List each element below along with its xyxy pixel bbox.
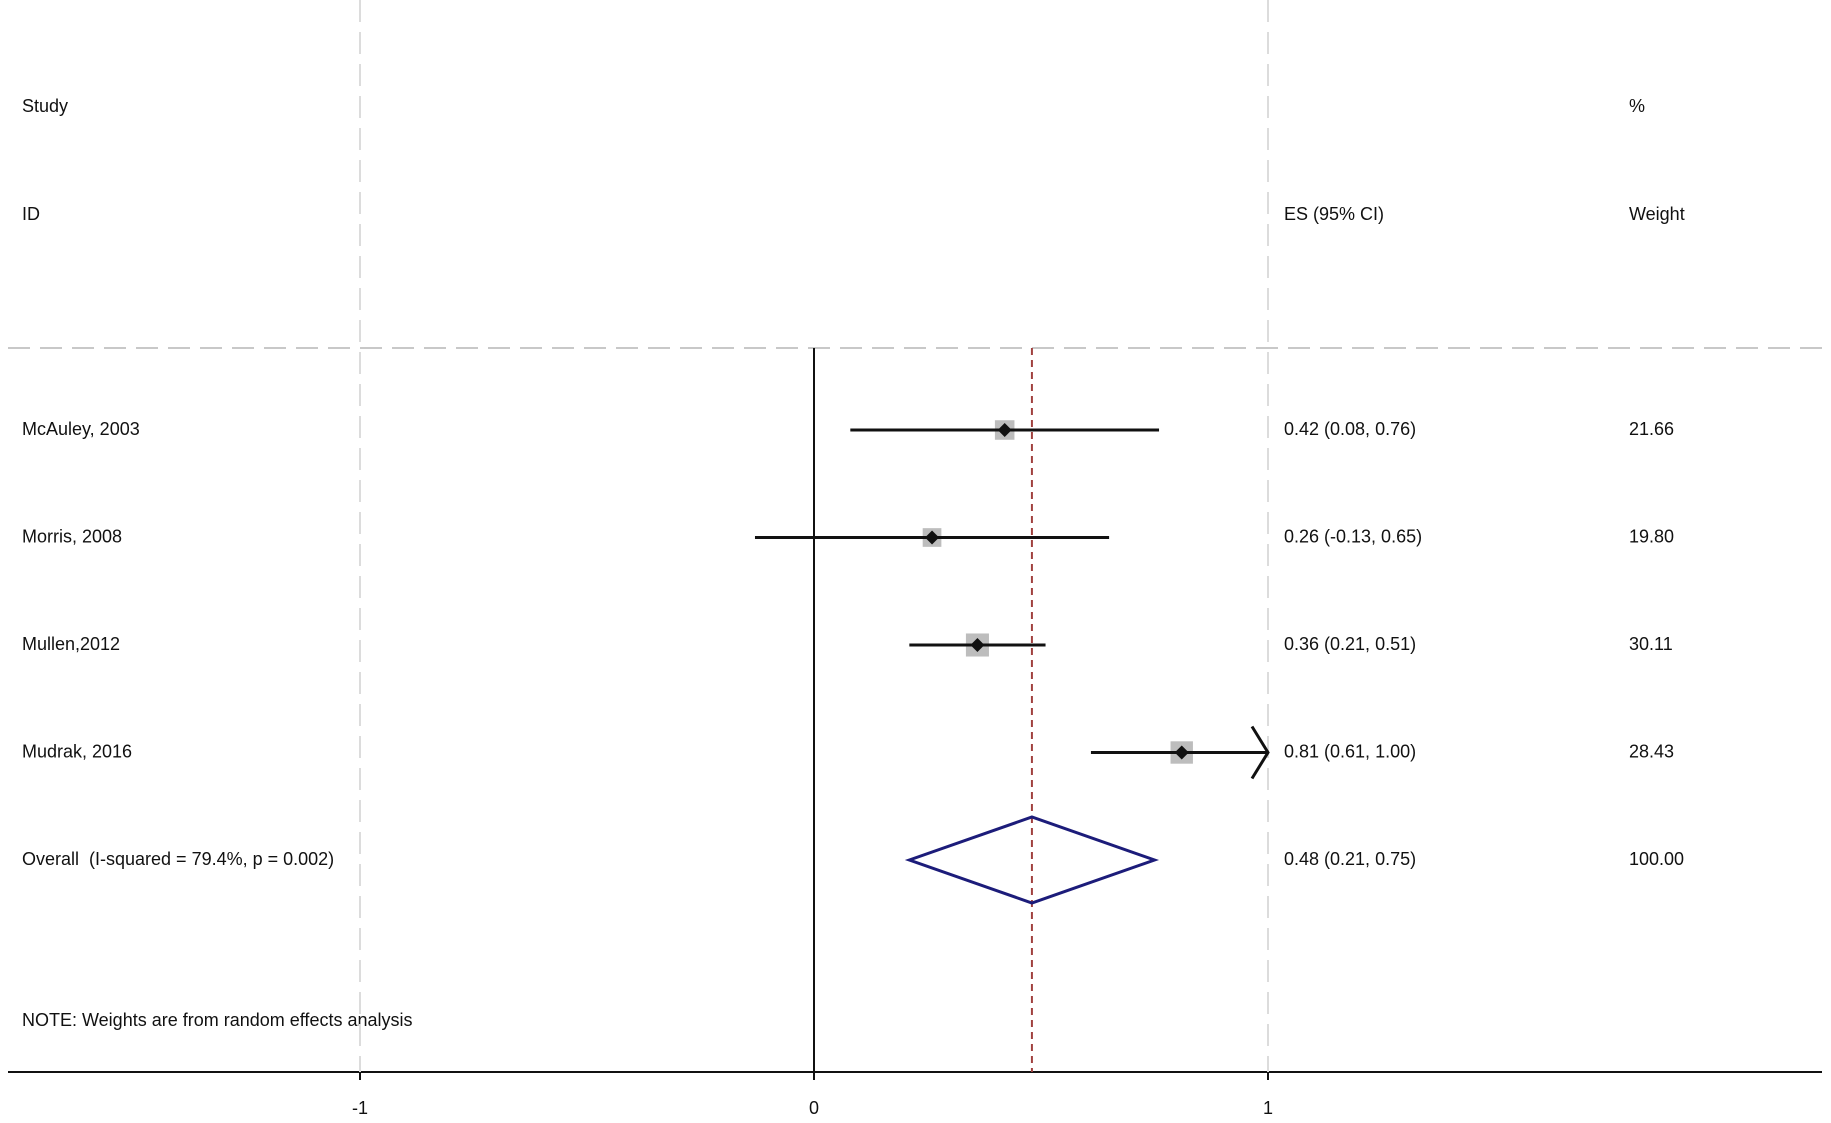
point-estimate [997, 423, 1012, 437]
es-ci-label: 0.36 (0.21, 0.51) [1284, 634, 1416, 654]
point-estimate [970, 638, 985, 652]
es-ci-label: 0.26 (-0.13, 0.65) [1284, 526, 1422, 546]
weight-label: 30.11 [1629, 634, 1673, 654]
header-pct: % [1629, 96, 1645, 116]
overall-es-ci-label: 0.48 (0.21, 0.75) [1284, 849, 1416, 869]
es-ci-label: 0.42 (0.08, 0.76) [1284, 419, 1416, 439]
study-label: Mudrak, 2016 [22, 741, 132, 761]
overall-weight-label: 100.00 [1629, 849, 1684, 869]
weight-label: 21.66 [1629, 419, 1674, 439]
weight-label: 19.80 [1629, 526, 1674, 546]
note: NOTE: Weights are from random effects an… [22, 1010, 412, 1030]
study-label: Mullen,2012 [22, 634, 120, 654]
overall-diamond [904, 815, 1160, 905]
x-tick-label: 0 [809, 1098, 819, 1118]
study-label: Morris, 2008 [22, 526, 122, 546]
study-label: McAuley, 2003 [22, 419, 140, 439]
es-ci-label: 0.81 (0.61, 1.00) [1284, 741, 1416, 761]
x-tick-label: -1 [352, 1098, 368, 1118]
overall-label: Overall (I-squared = 79.4%, p = 0.002) [22, 849, 334, 869]
weight-label: 28.43 [1629, 741, 1674, 761]
x-tick-label: 1 [1263, 1098, 1273, 1118]
ci-arrow [1250, 725, 1270, 780]
header-es: ES (95% CI) [1284, 204, 1384, 224]
header-study: Study [22, 96, 68, 116]
point-estimate [925, 530, 940, 545]
header-weight: Weight [1629, 204, 1685, 224]
header-id: ID [22, 204, 40, 224]
point-estimate [1174, 745, 1189, 760]
